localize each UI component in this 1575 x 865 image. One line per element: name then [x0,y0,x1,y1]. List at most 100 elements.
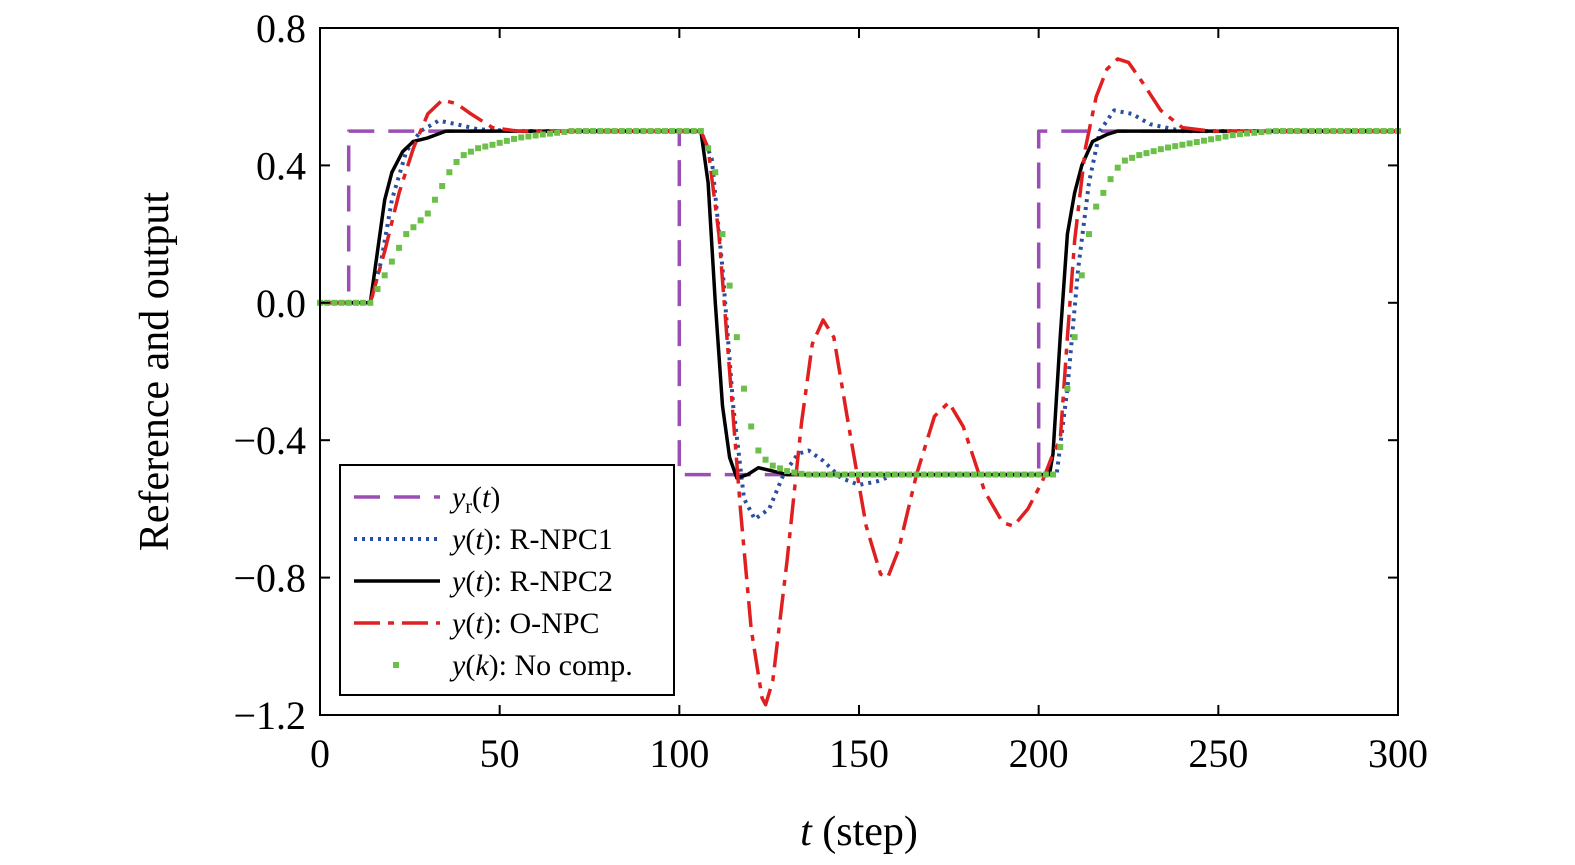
legend-suffix: ) [490,481,500,514]
point-nocomp [1006,471,1013,478]
point-nocomp [1028,471,1035,478]
x-axis-label-rest: (step) [812,809,918,855]
legend-var: y [449,565,466,598]
point-nocomp [1301,128,1308,135]
point-nocomp [554,129,561,136]
legend-item-rnpc1: y(t): R-NPC1 [354,523,613,556]
point-nocomp [1107,176,1114,183]
ticks-layer: 0 50 100 150 200 250 300 0.8 0.4 0.0 −0.4 −0.8 −1.2 [233,6,1428,776]
point-nocomp [913,471,920,478]
legend-suffix: ): O-NPC [484,607,600,640]
point-nocomp [870,471,877,478]
point-nocomp [561,128,568,135]
legend-paren: ( [465,607,475,640]
point-nocomp [546,130,553,137]
point-nocomp [1064,385,1071,392]
point-nocomp [1344,128,1351,135]
series-line-rnpc1 [320,108,1398,522]
point-nocomp [575,128,582,135]
point-nocomp [712,169,719,176]
point-nocomp [396,244,403,251]
point-nocomp [661,128,668,135]
legend-suffix: ): No comp. [489,649,633,682]
point-nocomp [769,462,776,469]
legend-paren: ( [465,523,475,556]
point-nocomp [949,471,956,478]
point-nocomp [1280,128,1287,135]
point-nocomp [848,471,855,478]
legend-item-nocomp: y(k): No comp. [393,649,633,682]
point-nocomp [654,128,661,135]
point-nocomp [331,299,338,306]
series-line-onpc [320,57,1398,707]
point-nocomp [748,423,755,430]
point-nocomp [482,143,489,150]
x-tick-label: 0 [310,731,330,776]
legend-label-onpc: y(t): O-NPC [449,607,600,640]
legend-label-rnpc2: y(t): R-NPC2 [449,565,613,598]
series-nocomp [317,128,1401,478]
point-nocomp [604,128,611,135]
y-tick-label: 0.8 [256,6,306,51]
point-nocomp [719,231,726,238]
point-nocomp [1330,128,1337,135]
point-nocomp [360,299,367,306]
point-nocomp [582,128,589,135]
point-nocomp [1165,144,1172,151]
point-nocomp [367,299,374,306]
point-nocomp [899,471,906,478]
point-nocomp [1229,132,1236,139]
point-nocomp [1222,133,1229,140]
x-tick-label: 50 [480,731,520,776]
x-tick-label: 100 [649,731,709,776]
point-nocomp [1121,157,1128,164]
legend-arg: t [475,523,484,556]
point-nocomp [927,471,934,478]
point-nocomp [496,139,503,146]
point-nocomp [511,135,518,142]
point-nocomp [539,131,546,138]
point-nocomp [1157,146,1164,153]
legend-label-nocomp: y(k): No comp. [449,649,633,682]
point-nocomp [352,299,359,306]
point-nocomp [1186,140,1193,147]
x-axis-label: t (step) [800,809,918,855]
point-nocomp [1265,128,1272,135]
point-nocomp [1071,334,1078,341]
point-nocomp [518,134,525,141]
point-nocomp [453,158,460,165]
point-nocomp [863,471,870,478]
point-nocomp [942,471,949,478]
point-nocomp [1042,471,1049,478]
point-nocomp [1035,471,1042,478]
point-nocomp [683,128,690,135]
point-nocomp [1129,154,1136,161]
legend-paren: ( [465,565,475,598]
point-nocomp [1085,231,1092,238]
point-nocomp [1287,128,1294,135]
point-nocomp [532,132,539,139]
point-nocomp [1136,152,1143,159]
point-nocomp [1258,129,1265,136]
point-nocomp [1021,471,1028,478]
legend-arg: t [482,481,491,514]
point-nocomp [690,128,697,135]
point-nocomp [1337,128,1344,135]
point-nocomp [417,217,424,224]
legend-var: y [449,649,466,682]
point-nocomp [1200,137,1207,144]
point-nocomp [460,152,467,159]
x-tick-label: 250 [1188,731,1248,776]
point-nocomp [381,272,388,279]
point-nocomp [1244,130,1251,137]
point-nocomp [891,471,898,478]
x-tick-label: 150 [829,731,889,776]
point-nocomp [784,468,791,475]
point-nocomp [992,471,999,478]
point-nocomp [1179,141,1186,148]
point-nocomp [403,231,410,238]
point-nocomp [640,128,647,135]
point-nocomp [1323,128,1330,135]
point-nocomp [805,471,812,478]
point-nocomp [568,128,575,135]
